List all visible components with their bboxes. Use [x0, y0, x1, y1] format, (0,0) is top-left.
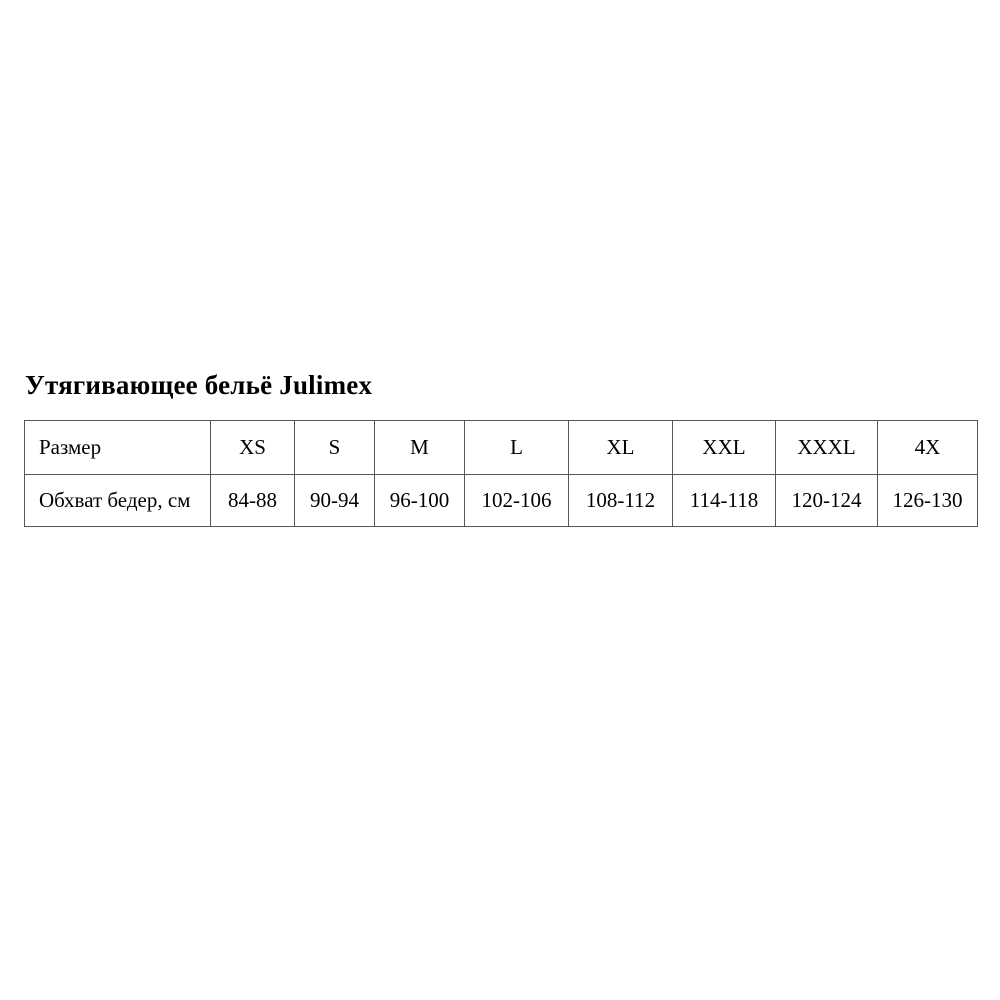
- header-cell-size: Размер: [24, 420, 211, 475]
- header-cell-xxxl: XXXL: [775, 420, 878, 475]
- cell-hips-xl: 108-112: [568, 474, 673, 527]
- page-title: Утягивающее бельё Julimex: [25, 370, 373, 401]
- cell-hips-l: 102-106: [464, 474, 569, 527]
- header-cell-m: M: [374, 420, 465, 475]
- header-cell-4x: 4X: [877, 420, 978, 475]
- cell-hips-xs: 84-88: [210, 474, 295, 527]
- cell-hips-4x: 126-130: [877, 474, 978, 527]
- table-row: Обхват бедер, см 84-88 90-94 96-100 102-…: [24, 474, 978, 527]
- cell-hips-xxl: 114-118: [672, 474, 776, 527]
- row-label-hips: Обхват бедер, см: [24, 474, 211, 527]
- header-cell-xxl: XXL: [672, 420, 776, 475]
- cell-hips-xxxl: 120-124: [775, 474, 878, 527]
- cell-hips-m: 96-100: [374, 474, 465, 527]
- header-cell-xl: XL: [568, 420, 673, 475]
- header-cell-s: S: [294, 420, 375, 475]
- header-cell-xs: XS: [210, 420, 295, 475]
- table-header-row: Размер XS S M L XL XXL XXXL 4X: [24, 420, 978, 475]
- header-cell-l: L: [464, 420, 569, 475]
- size-table: Размер XS S M L XL XXL XXXL 4X Обхват бе…: [24, 420, 978, 527]
- cell-hips-s: 90-94: [294, 474, 375, 527]
